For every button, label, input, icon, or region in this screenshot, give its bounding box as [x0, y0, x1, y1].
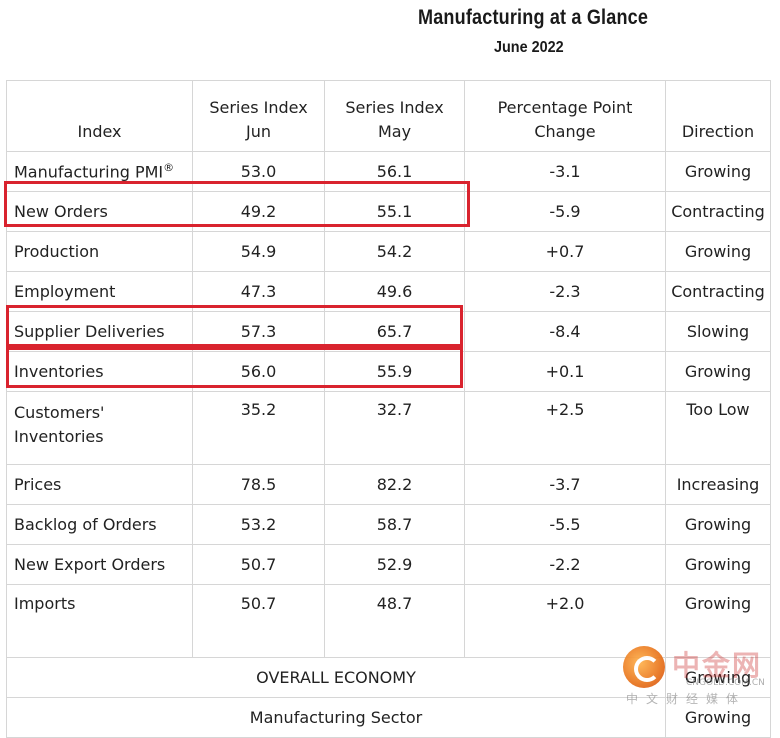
row-direction: Too Low: [665, 391, 771, 465]
header-index: Index: [6, 80, 193, 152]
row-jun: 54.9: [192, 231, 325, 272]
row-may: 58.7: [324, 504, 465, 545]
row-change: -3.7: [464, 464, 666, 505]
row-direction: Contracting: [665, 271, 771, 312]
table-row: Imports 50.7 48.7 +2.0 Growing: [6, 584, 771, 658]
row-jun: 50.7: [192, 544, 325, 585]
highlight-box-supplier-deliveries: [6, 305, 463, 347]
row-jun: 53.2: [192, 504, 325, 545]
table-row: Customers' Inventories 35.2 32.7 +2.5 Too…: [6, 391, 771, 465]
row-index: Customers' Inventories: [6, 391, 193, 465]
watermark-site: CNGOLD.COM.CN: [686, 678, 765, 688]
row-change: -2.3: [464, 271, 666, 312]
watermark-tagline: 中文财经媒体: [626, 692, 747, 706]
row-index: Imports: [6, 584, 193, 658]
row-direction: Growing: [665, 151, 771, 192]
row-jun: 78.5: [192, 464, 325, 505]
watermark: 中金网 CNGOLD.COM.CN 中文财经媒体: [620, 640, 780, 717]
cngold-logo-icon: [623, 646, 665, 688]
row-change: -2.2: [464, 544, 666, 585]
row-change: -3.1: [464, 151, 666, 192]
row-may: 32.7: [324, 391, 465, 465]
row-direction: Growing: [665, 544, 771, 585]
row-may: 54.2: [324, 231, 465, 272]
row-change: -5.5: [464, 504, 666, 545]
header-jun: Series Index Jun: [192, 80, 325, 152]
row-change: -8.4: [464, 311, 666, 352]
row-jun: 35.2: [192, 391, 325, 465]
row-change: +0.1: [464, 351, 666, 392]
row-index: New Export Orders: [6, 544, 193, 585]
row-change: +2.0: [464, 584, 666, 658]
highlight-box-new-orders: [4, 181, 470, 227]
row-direction: Growing: [665, 504, 771, 545]
footer-label: Manufacturing Sector: [6, 697, 666, 738]
header-may: Series Index May: [324, 80, 465, 152]
table-row: Production 54.9 54.2 +0.7 Growing: [6, 231, 771, 272]
footer-direction: Growing: [665, 657, 771, 698]
row-may: 56.1: [324, 151, 465, 192]
row-index: Manufacturing PMI®: [6, 151, 193, 192]
watermark-name: 中金网: [672, 649, 763, 682]
table-row: Manufacturing PMI® 53.0 56.1 -3.1 Growin…: [6, 151, 771, 192]
table-header-row: Index Series Index Jun Series Index May Pe…: [6, 80, 771, 152]
row-index: Backlog of Orders: [6, 504, 193, 545]
page-title: Manufacturing at a Glance: [418, 6, 649, 29]
row-direction: Growing: [665, 231, 771, 272]
row-direction: Contracting: [665, 191, 771, 232]
row-may: 82.2: [324, 464, 465, 505]
row-index: Production: [6, 231, 193, 272]
row-index: Prices: [6, 464, 193, 505]
row-direction: Slowing: [665, 311, 771, 352]
row-change: +2.5: [464, 391, 666, 465]
row-may: 52.9: [324, 544, 465, 585]
row-jun: 53.0: [192, 151, 325, 192]
row-jun: 50.7: [192, 584, 325, 658]
row-direction: Growing: [665, 351, 771, 392]
header-change: Percentage Point Change: [464, 80, 666, 152]
row-change: -5.9: [464, 191, 666, 232]
footer-label: OVERALL ECONOMY: [6, 657, 666, 698]
table-row: Prices 78.5 82.2 -3.7 Increasing: [6, 464, 771, 505]
table-row: Backlog of Orders 53.2 58.7 -5.5 Growing: [6, 504, 771, 545]
row-may: 48.7: [324, 584, 465, 658]
table-row: New Export Orders 50.7 52.9 -2.2 Growing: [6, 544, 771, 585]
row-direction: Growing: [665, 584, 771, 658]
row-direction: Increasing: [665, 464, 771, 505]
row-change: +0.7: [464, 231, 666, 272]
header-direction: Direction: [665, 80, 771, 152]
highlight-box-inventories: [6, 347, 463, 388]
page-subtitle: June 2022: [494, 39, 564, 56]
